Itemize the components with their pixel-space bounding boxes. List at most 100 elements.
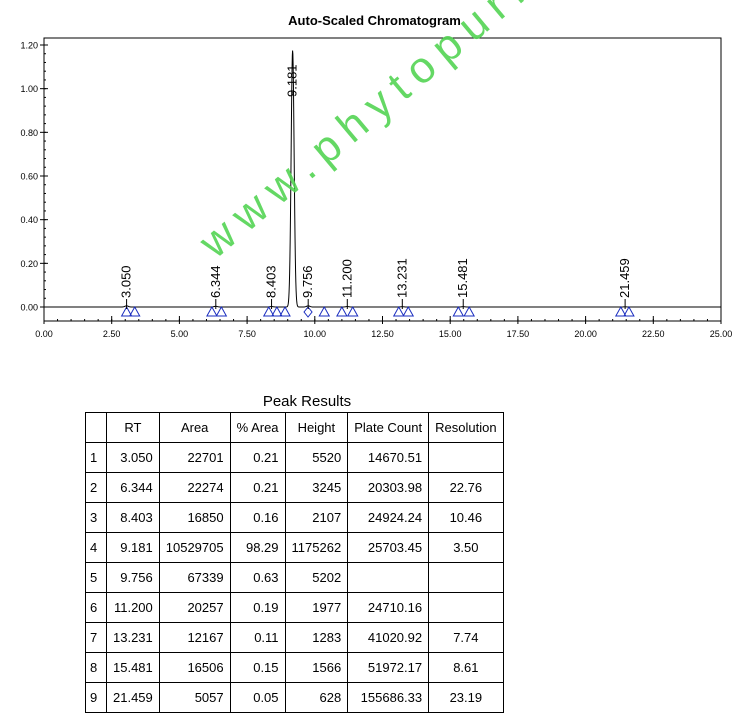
- table-row: 5 9.756 67339 0.63 5202: [85, 562, 504, 593]
- peak-label: 8.403: [264, 265, 279, 298]
- table-cell: 5202: [284, 562, 349, 593]
- table-cell: 10529705: [158, 532, 231, 563]
- table-cell: 3.50: [428, 532, 504, 563]
- table-cell: [347, 562, 430, 593]
- x-tick-label: 22.50: [642, 329, 665, 339]
- table-cell: 16850: [158, 502, 231, 533]
- table-cell: 20303.98: [347, 472, 430, 503]
- table-cell: 9.756: [106, 562, 160, 593]
- table-cell: 9: [85, 682, 107, 713]
- peak-label: 9.756: [300, 265, 315, 298]
- table-cell: [428, 442, 504, 473]
- table-cell: 3: [85, 502, 107, 533]
- peak-boundary-marker: [452, 305, 465, 317]
- y-tick-label: 0.00: [20, 303, 38, 313]
- table-cell: 6: [85, 592, 107, 623]
- table-cell: [428, 592, 504, 623]
- peak-results-table: RT Area% Area Height Plate Count Resolution …: [85, 412, 504, 713]
- table-cell: 10.46: [428, 502, 504, 533]
- x-tick-label: 15.00: [439, 329, 462, 339]
- table-cell: 1977: [284, 592, 349, 623]
- table-title: Peak Results: [262, 393, 352, 410]
- table-cell: 0.63: [229, 562, 286, 593]
- y-tick-label: 1.00: [20, 84, 38, 94]
- x-tick-label: 12.50: [371, 329, 394, 339]
- peak-boundary-marker: [206, 305, 218, 317]
- table-cell: 5057: [158, 682, 231, 713]
- table-row: 4 9.181 10529705 98.29 1175262 25703.45 3.50: [85, 532, 504, 563]
- x-tick-label: 17.50: [507, 329, 530, 339]
- y-tick-label: 0.80: [20, 128, 38, 138]
- x-tick-label: 10.00: [304, 329, 327, 339]
- table-cell: 8.61: [428, 652, 504, 683]
- peak-boundary-marker: [463, 305, 476, 317]
- table-cell: 25703.45: [347, 532, 430, 563]
- peak-boundary-marker: [336, 305, 348, 317]
- table-cell: 0.19: [229, 592, 286, 623]
- table-cell: 4: [85, 532, 107, 563]
- table-cell: 13.231: [106, 622, 160, 653]
- y-tick-label: 0.40: [20, 215, 38, 225]
- table-row: 1 3.050 22701 0.21 5520 14670.51: [85, 442, 504, 473]
- table-cell: 1566: [284, 652, 349, 683]
- table-cell: 22701: [158, 442, 231, 473]
- peak-boundary-marker: [271, 305, 283, 317]
- peak-boundary-marker: [346, 305, 359, 317]
- table-cell: 6.344: [106, 472, 160, 503]
- table-header-cell: % Area: [229, 412, 286, 443]
- peak-boundary-marker: [623, 305, 635, 317]
- table-row: 9 21.459 5057 0.05 628 155686.33 23.19: [85, 682, 504, 713]
- chromatogram-trace: [44, 50, 721, 308]
- peak-label: 11.200: [339, 259, 354, 298]
- peak-boundary-marker: [392, 305, 405, 317]
- x-tick-label: 0.00: [35, 329, 53, 339]
- peak-boundary-marker: [402, 305, 415, 317]
- table-cell: 22.76: [428, 472, 504, 503]
- chart-title: Auto-Scaled Chromatogram: [288, 13, 461, 28]
- chromatogram-chart: 0.00 0.20 0.40 0.60 0.80 1.00 1.20 0.00 2.50 5.00…: [20, 37, 733, 339]
- x-tick-label: 25.00: [710, 329, 733, 339]
- table-cell: 0.11: [229, 622, 286, 653]
- table-cell: 8: [85, 652, 107, 683]
- table-header-cell: [85, 412, 107, 443]
- peak-label: 13.231: [394, 258, 409, 298]
- table-cell: 155686.33: [347, 682, 430, 713]
- table-cell: 5: [85, 562, 107, 593]
- table-cell: 1283: [284, 622, 349, 653]
- table-cell: 0.05: [229, 682, 286, 713]
- table-cell: 0.16: [229, 502, 286, 533]
- table-cell: 14670.51: [347, 442, 430, 473]
- table-cell: [428, 562, 504, 593]
- y-tick-label: 0.20: [20, 259, 38, 269]
- x-tick-label: 20.00: [574, 329, 597, 339]
- table-header-row: RT Area% Area Height Plate Count Resolution: [85, 412, 504, 443]
- table-cell: 3245: [284, 472, 349, 503]
- table-cell: 67339: [158, 562, 231, 593]
- table-cell: 3.050: [106, 442, 160, 473]
- table-header-cell: Plate Count: [347, 412, 430, 443]
- table-header-cell: RT: [106, 412, 160, 443]
- table-cell: 0.15: [229, 652, 286, 683]
- peak-label: 3.050: [119, 265, 134, 298]
- table-cell: 12167: [158, 622, 231, 653]
- peak-label: 6.344: [208, 265, 223, 298]
- peak-label: 15.481: [455, 258, 470, 298]
- table-cell: 11.200: [106, 592, 160, 623]
- table-cell: 2107: [284, 502, 349, 533]
- x-tick-label: 2.50: [103, 329, 121, 339]
- table-row: 7 13.231 12167 0.11 1283 41020.92 7.74: [85, 622, 504, 653]
- peak-boundary-marker: [279, 305, 291, 317]
- table-header-cell: Resolution: [428, 412, 504, 443]
- table-header-cell: Height: [284, 412, 349, 443]
- table-cell: 20257: [158, 592, 231, 623]
- table-cell: 24924.24: [347, 502, 430, 533]
- table-cell: 98.29: [229, 532, 286, 563]
- table-cell: 15.481: [106, 652, 160, 683]
- table-cell: 16506: [158, 652, 231, 683]
- peak-boundary-marker: [318, 305, 331, 317]
- table-cell: 1175262: [284, 532, 349, 563]
- table-cell: 22274: [158, 472, 231, 503]
- peak-end-marker: [303, 306, 313, 318]
- peak-label: 21.459: [617, 258, 632, 298]
- y-tick-label: 1.20: [20, 41, 38, 51]
